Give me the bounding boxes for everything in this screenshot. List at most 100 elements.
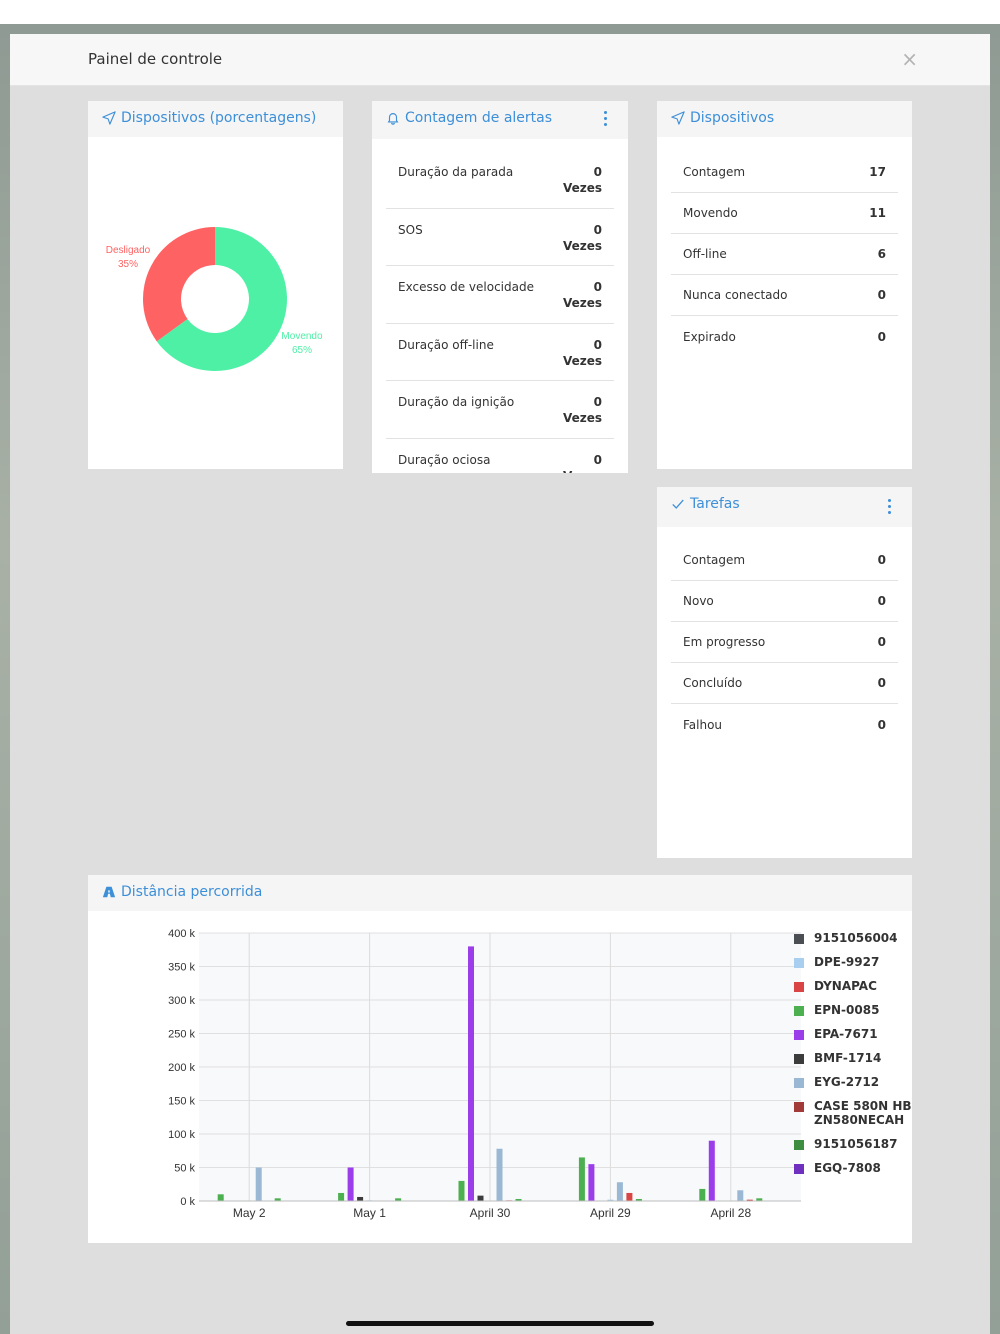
device-stat-label: Movendo: [683, 206, 738, 220]
bar[interactable]: [347, 1167, 354, 1202]
legend-label: 9151056187: [814, 1137, 898, 1151]
bar[interactable]: [699, 1188, 706, 1201]
task-stat-label: Em progresso: [683, 635, 766, 649]
alert-count: 0: [593, 280, 602, 294]
legend-label: DPE-9927: [814, 955, 880, 969]
close-button[interactable]: ×: [901, 47, 918, 71]
more-options-icon[interactable]: [602, 111, 608, 129]
bar[interactable]: [756, 1198, 763, 1201]
y-tick-label: 0 k: [180, 1196, 195, 1208]
alert-unit: Vezes: [562, 296, 602, 310]
legend-item[interactable]: EGQ-7808: [794, 1161, 912, 1175]
bar[interactable]: [357, 1196, 364, 1201]
device-stat-label: Contagem: [683, 165, 746, 179]
x-tick-label: April 30: [470, 1206, 511, 1220]
bar[interactable]: [458, 1180, 465, 1201]
device-stat-row: Nunca conectado 0: [671, 275, 898, 316]
bar[interactable]: [635, 1198, 642, 1201]
tasks-panel: Tarefas Contagem 0 Novo 0 Em progresso 0 Concl…: [657, 487, 912, 858]
bar[interactable]: [496, 1148, 503, 1201]
panel-title: Dispositivos (porcentagens): [121, 110, 317, 126]
bar[interactable]: [607, 1199, 614, 1201]
bar[interactable]: [468, 946, 474, 1201]
alert-count: 0: [593, 452, 602, 467]
bar[interactable]: [588, 1164, 595, 1201]
task-stat-label: Falhou: [683, 717, 723, 732]
y-tick-label: 400 k: [168, 928, 195, 940]
distance-bar-chart: 0 k 50 k 100 k 150 k 200 k 250 k 300 k 350 k 400…: [168, 928, 801, 1220]
panel-title: Contagem de alertas: [405, 110, 553, 126]
legend-swatch: [794, 1078, 804, 1088]
alert-row: Duração ociosa 0 Vezes: [386, 439, 614, 474]
legend-label: CASE 580N HBZN580NECAH: [814, 1099, 912, 1127]
bar[interactable]: [578, 1157, 585, 1201]
bar[interactable]: [746, 1199, 753, 1201]
bar[interactable]: [217, 1194, 224, 1201]
bar[interactable]: [395, 1198, 402, 1201]
y-tick-label: 250 k: [168, 1029, 195, 1041]
device-stat-row: Off-line 6: [671, 234, 898, 275]
donut-percent: 65%: [292, 345, 312, 356]
bar[interactable]: [338, 1192, 345, 1201]
paper-plane-icon: [102, 111, 116, 125]
x-tick-label: April 29: [590, 1206, 631, 1220]
legend-item[interactable]: BMF-1714: [794, 1051, 912, 1065]
task-stat-label: Concluído: [683, 676, 743, 690]
legend-swatch: [794, 1102, 804, 1112]
more-options-icon[interactable]: [886, 499, 892, 517]
y-tick-label: 150 k: [168, 1096, 195, 1108]
legend-item[interactable]: DPE-9927: [794, 955, 912, 969]
legend-swatch: [794, 1006, 804, 1016]
bar[interactable]: [626, 1192, 633, 1201]
device-stat-label: Expirado: [683, 329, 736, 344]
legend-item[interactable]: EPN-0085: [794, 1003, 912, 1017]
legend-swatch: [794, 934, 804, 944]
bar[interactable]: [708, 1140, 715, 1201]
alert-row: Duração off-line 0 Vezes: [386, 324, 614, 381]
task-stat-value: 0: [877, 635, 886, 649]
alert-label: Duração off-line: [398, 337, 494, 352]
legend-swatch: [794, 1164, 804, 1174]
paper-plane-icon: [671, 111, 685, 125]
alert-label: Duração da ignição: [398, 395, 515, 409]
legend-label: DYNAPAC: [814, 979, 877, 993]
task-stat-row: Em progresso 0: [671, 622, 898, 663]
task-stat-value: 0: [877, 553, 886, 567]
panel-title: Tarefas: [690, 496, 740, 512]
alert-list: Duração da parada 0 Vezes SOS 0 Vezes Excesso …: [386, 151, 614, 473]
panel-header: Dispositivos (porcentagens): [88, 101, 343, 137]
bar[interactable]: [737, 1190, 744, 1201]
panel-header: Distância percorrida: [88, 875, 912, 911]
legend-item[interactable]: DYNAPAC: [794, 979, 912, 993]
check-icon: [672, 499, 684, 509]
device-stat-row: Movendo 11: [671, 193, 898, 234]
legend-item[interactable]: 9151056004: [794, 931, 912, 945]
legend-item[interactable]: EYG-2712: [794, 1075, 912, 1089]
panel-header: Dispositivos: [657, 101, 912, 137]
chart-legend: 9151056004 DPE-9927 DYNAPAC EPN-0085 EPA-767…: [794, 931, 912, 1185]
bar[interactable]: [274, 1198, 281, 1201]
donut-slice-desligado[interactable]: [143, 227, 215, 342]
legend-item[interactable]: CASE 580N HBZN580NECAH: [794, 1099, 912, 1127]
device-stat-row: Contagem 17: [671, 152, 898, 193]
legend-swatch: [794, 1030, 804, 1040]
alert-unit: Vezes: [562, 238, 602, 253]
x-tick-label: May 1: [353, 1206, 386, 1220]
task-stat-value: 0: [877, 717, 886, 732]
bar[interactable]: [616, 1182, 623, 1201]
bar[interactable]: [255, 1167, 262, 1202]
donut-slice-movendo[interactable]: [156, 227, 287, 371]
legend-item[interactable]: EPA-7671: [794, 1027, 912, 1041]
bar[interactable]: [477, 1195, 484, 1201]
legend-item[interactable]: 9151056187: [794, 1137, 912, 1151]
device-stat-value: 0: [877, 329, 886, 344]
panel-header: Contagem de alertas: [372, 101, 628, 139]
alert-label: Duração ociosa: [398, 452, 491, 467]
road-icon: [102, 886, 116, 898]
tasks-list: Contagem 0 Novo 0 Em progresso 0 Concluído 0 Fal…: [671, 540, 898, 745]
alert-label: Duração da parada: [398, 165, 514, 179]
y-tick-label: 100 k: [168, 1129, 195, 1141]
device-stat-label: Nunca conectado: [683, 288, 788, 302]
bar[interactable]: [515, 1198, 522, 1201]
legend-label: EYG-2712: [814, 1075, 880, 1089]
